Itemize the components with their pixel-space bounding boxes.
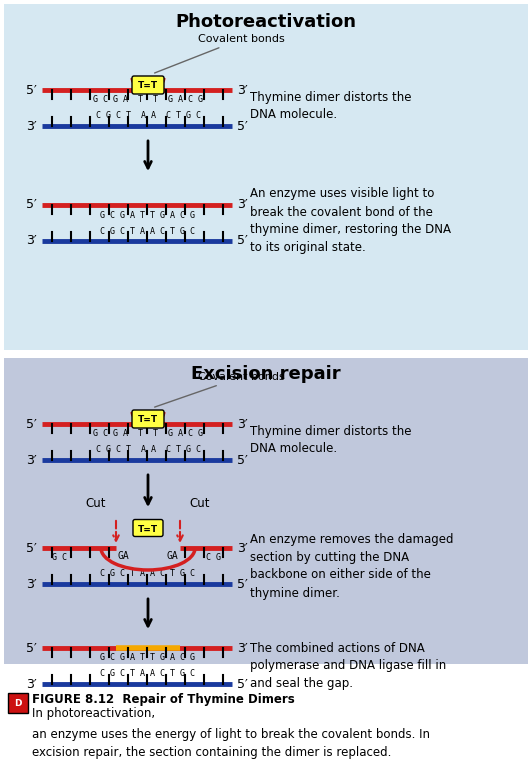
FancyBboxPatch shape [132, 410, 164, 428]
Text: T=T: T=T [138, 81, 158, 90]
Text: 5′: 5′ [237, 677, 248, 691]
Text: FIGURE 8.12  Repair of Thymine Dimers: FIGURE 8.12 Repair of Thymine Dimers [32, 693, 295, 707]
Text: 3′: 3′ [237, 641, 248, 654]
Text: C G C T A A C T G C: C G C T A A C T G C [101, 226, 195, 236]
Text: Cut: Cut [190, 497, 210, 510]
Text: An enzyme uses visible light to
break the covalent bond of the
thymine dimer, re: An enzyme uses visible light to break th… [250, 188, 451, 255]
Text: 3′: 3′ [26, 235, 37, 248]
Text: T=T: T=T [138, 414, 158, 423]
Text: 3′: 3′ [237, 198, 248, 211]
Text: 5′: 5′ [26, 84, 37, 97]
FancyBboxPatch shape [132, 76, 164, 94]
Text: GA: GA [166, 551, 178, 561]
Text: 5′: 5′ [26, 417, 37, 430]
Text: An enzyme removes the damaged
section by cutting the DNA
backbone on either side: An enzyme removes the damaged section by… [250, 533, 453, 600]
Text: G C G A  T  T  G A C G: G C G A T T G A C G [93, 96, 203, 105]
Text: C G C T  A A  C T G C: C G C T A A C T G C [96, 112, 201, 121]
Text: D: D [14, 698, 22, 708]
Text: 3′: 3′ [237, 417, 248, 430]
Text: Thymine dimer distorts the
DNA molecule.: Thymine dimer distorts the DNA molecule. [250, 90, 411, 122]
Text: G C G A T T G A C G: G C G A T T G A C G [101, 654, 195, 663]
Text: In photoreactivation,: In photoreactivation, [32, 708, 155, 720]
Text: The combined actions of DNA
polymerase and DNA ligase fill in
and seal the gap.: The combined actions of DNA polymerase a… [250, 641, 446, 691]
Text: 5′: 5′ [26, 198, 37, 211]
Text: C G C T A A C T G C: C G C T A A C T G C [101, 569, 195, 578]
Text: 5′: 5′ [237, 578, 248, 591]
Text: Thymine dimer distorts the
DNA molecule.: Thymine dimer distorts the DNA molecule. [250, 425, 411, 455]
Text: G C G A T T G A C G: G C G A T T G A C G [101, 211, 195, 220]
Text: Cut: Cut [86, 497, 106, 510]
Text: 3′: 3′ [237, 541, 248, 555]
FancyBboxPatch shape [4, 4, 528, 350]
Text: 5′: 5′ [26, 541, 37, 555]
Text: 5′: 5′ [237, 119, 248, 132]
Text: 5′: 5′ [237, 454, 248, 467]
Text: GA: GA [118, 551, 130, 561]
Text: 3′: 3′ [26, 119, 37, 132]
Text: Photoreactivation: Photoreactivation [176, 13, 356, 31]
Text: an enzyme uses the energy of light to break the covalent bonds. In
excision repa: an enzyme uses the energy of light to br… [32, 728, 430, 759]
Text: T=T: T=T [138, 525, 158, 534]
FancyBboxPatch shape [133, 520, 163, 537]
Text: C G: C G [206, 553, 221, 562]
FancyBboxPatch shape [8, 693, 28, 713]
Text: G C: G C [53, 553, 68, 562]
Text: 5′: 5′ [237, 235, 248, 248]
Text: 3′: 3′ [26, 454, 37, 467]
Text: Covalent bonds: Covalent bonds [155, 34, 285, 73]
Text: 3′: 3′ [26, 677, 37, 691]
Text: Excision repair: Excision repair [191, 365, 341, 383]
Text: C G C T A A C T G C: C G C T A A C T G C [101, 670, 195, 679]
Text: Covalent bonds: Covalent bonds [155, 372, 285, 407]
Text: 3′: 3′ [237, 84, 248, 97]
FancyBboxPatch shape [4, 358, 528, 664]
Text: G C G A  T  T  G A C G: G C G A T T G A C G [93, 429, 203, 439]
Text: 5′: 5′ [26, 641, 37, 654]
Text: C G C T  A A  C T G C: C G C T A A C T G C [96, 445, 201, 454]
Text: 3′: 3′ [26, 578, 37, 591]
